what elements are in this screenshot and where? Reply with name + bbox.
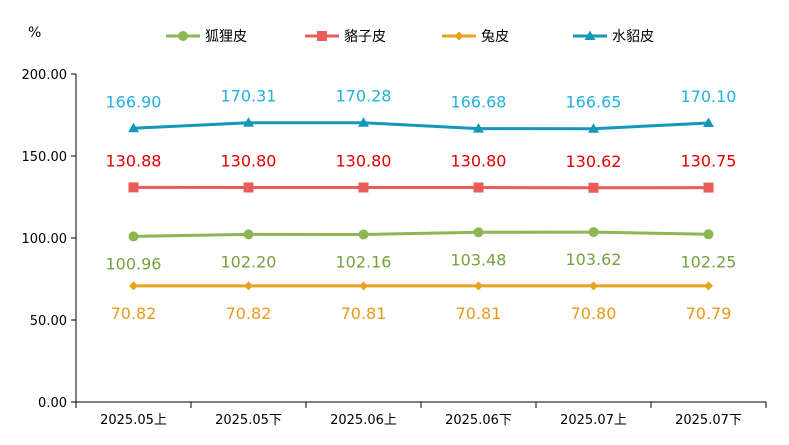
- data-point: [473, 123, 484, 133]
- data-label: 170.31: [221, 87, 277, 106]
- data-label: 130.88: [106, 151, 162, 170]
- series-line: [133, 121, 709, 131]
- data-point: [588, 227, 599, 238]
- series: [128, 182, 714, 193]
- x-tick-label: 2025.06下: [445, 413, 512, 428]
- x-tick-label: 2025.06上: [330, 413, 397, 428]
- data-label: 130.80: [451, 151, 507, 170]
- data-label: 102.16: [336, 252, 392, 271]
- legend-swatch-marker: [584, 30, 596, 40]
- data-label: 70.80: [571, 304, 617, 323]
- data-label: 103.62: [566, 250, 622, 269]
- data-point: [243, 117, 254, 127]
- x-tick-label: 2025.05下: [215, 413, 282, 428]
- x-tick-label: 2025.07下: [675, 413, 742, 428]
- data-point: [588, 123, 599, 133]
- legend-item: 狐狸皮: [166, 29, 247, 45]
- data-label: 70.81: [456, 304, 502, 323]
- data-point: [243, 182, 254, 193]
- y-tick-label: 100.00: [22, 232, 68, 247]
- data-label: 170.28: [336, 87, 392, 106]
- data-point: [359, 281, 368, 291]
- data-point: [473, 182, 484, 193]
- data-point: [244, 281, 253, 291]
- legend: 狐狸皮 貉子皮 兔皮 水貂皮: [166, 29, 654, 45]
- data-label: 70.81: [341, 304, 387, 323]
- data-label: 130.80: [336, 151, 392, 170]
- data-label: 102.25: [681, 252, 737, 271]
- data-point: [129, 281, 138, 291]
- data-point: [473, 227, 484, 238]
- x-tick-label: 2025.05上: [100, 413, 167, 428]
- legend-label: 貉子皮: [344, 29, 386, 45]
- series: [128, 227, 714, 242]
- legend-swatch-marker: [454, 31, 464, 41]
- legend-label: 水貂皮: [612, 29, 654, 45]
- legend-item: 兔皮: [442, 29, 509, 45]
- data-point: [589, 281, 598, 291]
- data-label: 130.75: [681, 152, 737, 171]
- legend-item: 水貂皮: [573, 29, 654, 45]
- data-label: 170.10: [681, 87, 737, 106]
- data-label: 102.20: [221, 252, 277, 271]
- data-label: 130.62: [566, 152, 622, 171]
- data-point: [358, 229, 369, 240]
- legend-item: 貉子皮: [305, 29, 386, 45]
- data-label: 70.82: [226, 304, 272, 323]
- series-line: [133, 230, 709, 238]
- data-labels: 100.96 102.20 102.16 103.48 103.62 102.25 130.…: [106, 87, 737, 323]
- series-layer: [128, 117, 714, 291]
- data-point: [358, 117, 369, 127]
- data-label: 130.80: [221, 151, 277, 170]
- legend-label: 兔皮: [481, 29, 509, 45]
- data-point: [703, 182, 714, 193]
- legend-swatch-marker: [317, 31, 327, 41]
- x-tick-label: 2025.07上: [560, 413, 627, 428]
- axes: 0.00 50.00 100.00 150.00 200.00 2025.05上 2025.…: [22, 68, 767, 428]
- data-label: 166.65: [566, 93, 622, 112]
- data-point: [358, 182, 369, 193]
- y-tick-label: 200.00: [22, 68, 68, 83]
- data-point: [474, 281, 483, 291]
- data-label: 166.90: [106, 92, 162, 111]
- data-point: [128, 122, 139, 133]
- data-point: [703, 229, 714, 240]
- data-point: [128, 182, 139, 193]
- data-point: [588, 182, 599, 193]
- data-label: 70.82: [111, 304, 157, 323]
- series: [128, 117, 714, 133]
- y-tick-label: 50.00: [30, 314, 67, 329]
- data-point: [703, 117, 714, 128]
- data-point: [704, 281, 713, 291]
- y-axis-unit: %: [28, 25, 41, 41]
- y-tick-label: 150.00: [22, 150, 68, 165]
- data-point: [128, 231, 139, 242]
- y-tick-label: 0.00: [38, 396, 67, 411]
- data-point: [243, 229, 254, 240]
- legend-label: 狐狸皮: [205, 29, 247, 45]
- data-label: 100.96: [106, 254, 162, 273]
- series: [129, 281, 713, 291]
- legend-swatch-marker: [178, 31, 188, 41]
- data-label: 70.79: [686, 304, 732, 323]
- data-label: 166.68: [451, 93, 507, 112]
- data-label: 103.48: [451, 250, 507, 269]
